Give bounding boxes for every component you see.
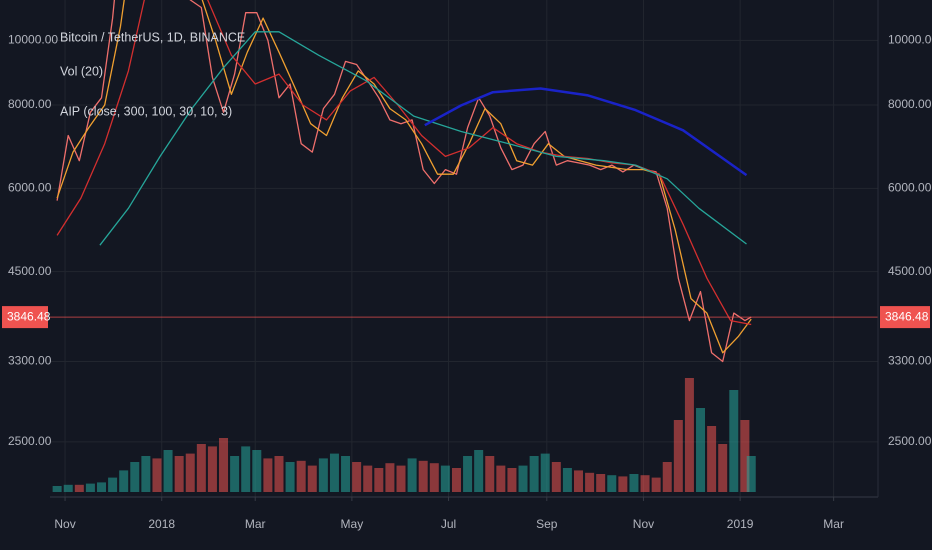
y-tick-label: 8000.00	[888, 97, 932, 111]
volume-bar	[363, 465, 373, 492]
volume-bar	[307, 465, 317, 492]
volume-bar	[474, 450, 484, 492]
volume-bar	[119, 470, 129, 492]
legend-indicator: AIP (close, 300, 100, 30, 10, 3)	[60, 104, 232, 118]
volume-bar	[341, 456, 351, 492]
volume-bar	[85, 483, 95, 492]
y-tick-label: 4500.00	[8, 264, 52, 278]
volume-bar	[729, 390, 739, 492]
volume-bar	[108, 477, 118, 492]
volume-bar	[707, 426, 717, 492]
volume-bar	[396, 465, 406, 492]
volume-bar	[673, 420, 683, 492]
volume-bar	[740, 420, 750, 492]
volume-bar	[485, 456, 495, 492]
y-tick-label: 6000.00	[888, 180, 932, 194]
volume-bar	[152, 458, 162, 492]
volume-bar	[518, 465, 528, 492]
x-tick-label: 2018	[148, 517, 175, 531]
volume-bar	[274, 456, 284, 492]
volume-bar	[385, 463, 395, 492]
volume-bar	[352, 462, 362, 492]
volume-bar	[52, 486, 62, 492]
volume-pane	[52, 378, 756, 492]
volume-bar	[718, 444, 728, 492]
x-tick-label: Sep	[536, 517, 558, 531]
y-tick-label: 6000.00	[8, 180, 52, 194]
volume-bar	[496, 465, 506, 492]
volume-bar	[296, 460, 306, 492]
x-tick-label: Jul	[441, 517, 456, 531]
series-line	[99, 31, 747, 246]
y-tick-label: 8000.00	[8, 97, 52, 111]
x-tick-label: Nov	[54, 517, 75, 531]
price-pane	[50, 0, 878, 363]
volume-bar	[329, 453, 339, 492]
last-price-badge	[2, 306, 48, 329]
x-tick-label: Mar	[245, 517, 266, 531]
volume-bar	[141, 456, 151, 492]
legend-title: Bitcoin / TetherUS, 1D, BINANCE	[60, 30, 245, 44]
volume-bar	[163, 450, 173, 492]
volume-bar	[629, 474, 639, 492]
x-tick-label: Mar	[823, 517, 844, 531]
y-tick-label: 2500.00	[8, 434, 52, 448]
volume-bar	[696, 408, 706, 492]
volume-bar	[596, 474, 606, 492]
volume-bar	[684, 378, 694, 492]
volume-bar	[551, 462, 561, 492]
volume-bar	[618, 476, 628, 492]
volume-bar	[374, 468, 384, 492]
y-tick-label: 2500.00	[888, 434, 932, 448]
volume-bar	[207, 446, 217, 492]
volume-bar	[651, 477, 661, 492]
y-tick-label: 10000.00	[888, 33, 932, 47]
legend-volume: Vol (20)	[60, 64, 103, 78]
volume-bar	[540, 453, 550, 492]
volume-bar	[463, 456, 473, 492]
volume-bar	[196, 444, 206, 492]
volume-bar	[429, 463, 439, 492]
volume-bar	[573, 470, 583, 492]
volume-bar	[318, 458, 328, 492]
volume-bar	[285, 462, 295, 492]
volume-bar	[585, 472, 595, 492]
volume-bar	[440, 465, 450, 492]
series-line	[424, 87, 748, 177]
volume-bar	[130, 462, 140, 492]
volume-bar	[607, 475, 617, 492]
y-tick-label: 3300.00	[8, 354, 52, 368]
volume-bar	[263, 458, 273, 492]
last-price-label: 3846.48	[885, 309, 929, 323]
last-price-badge	[880, 306, 930, 329]
volume-bar	[97, 482, 107, 492]
y-tick-label: 3300.00	[888, 354, 932, 368]
volume-bar	[174, 456, 184, 492]
volume-bar	[640, 475, 650, 492]
volume-bar	[230, 456, 240, 492]
volume-bar	[74, 484, 84, 492]
x-tick-label: 2019	[727, 517, 754, 531]
x-tick-label: May	[341, 517, 364, 531]
volume-bar	[185, 453, 195, 492]
volume-bar	[529, 456, 539, 492]
volume-bar	[219, 438, 229, 492]
volume-bar	[63, 484, 73, 492]
volume-bar	[451, 468, 461, 492]
volume-bar	[662, 462, 672, 492]
last-price-label: 3846.48	[7, 309, 51, 323]
x-tick-label: Nov	[633, 517, 654, 531]
volume-bar	[746, 456, 756, 492]
y-tick-label: 4500.00	[888, 264, 932, 278]
volume-bar	[252, 450, 262, 492]
volume-bar	[507, 468, 517, 492]
volume-bar	[418, 460, 428, 492]
volume-bar	[241, 446, 251, 492]
volume-bar	[407, 458, 417, 492]
axes: 10000.00 10000.00 8000.00 8000.00 6000.00 600…	[2, 33, 932, 531]
series-line	[56, 0, 752, 354]
volume-bar	[562, 468, 572, 492]
y-tick-label: 10000.00	[8, 33, 58, 47]
